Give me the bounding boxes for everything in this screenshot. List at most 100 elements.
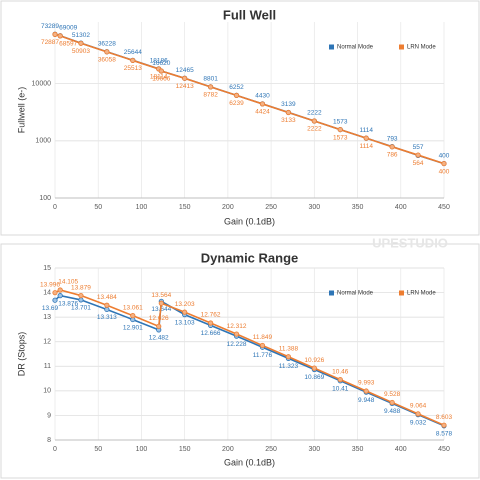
y-tick-label: 8 [47,437,51,444]
data-label: 8782 [203,92,218,99]
data-label: 3139 [281,101,296,108]
data-label: 10.926 [304,357,324,364]
x-tick-label: 150 [179,446,191,453]
data-label: 12.666 [201,330,221,337]
data-label: 1573 [333,118,348,125]
data-point [78,40,84,46]
x-tick-label: 300 [308,204,320,211]
data-label: 1114 [359,127,373,134]
chart-title: Dynamic Range [201,250,299,265]
data-label: 13.996 [40,281,60,288]
x-tick-label: 400 [395,446,407,453]
x-tick-label: 50 [94,446,102,453]
data-point [363,388,369,394]
data-label: 13.203 [175,301,195,308]
data-label: 9.528 [384,391,401,398]
x-tick-label: 0 [53,204,57,211]
data-label: 13.644 [151,306,171,313]
data-point [285,109,291,116]
data-point [57,33,63,39]
y-tick-label: 14 [43,289,51,296]
data-point [158,68,164,74]
data-point [259,101,266,107]
y-tick-label: 12 [43,339,51,346]
data-label: 2222 [307,126,322,133]
x-tick-label: 450 [438,446,450,453]
data-label: 13.103 [175,319,195,326]
x-tick-label: 250 [265,204,277,211]
data-label: 11.388 [279,345,299,352]
data-label: 12.228 [227,341,247,348]
legend-swatch [329,290,334,296]
x-tick-label: 100 [136,446,148,453]
data-label: 4424 [255,109,270,116]
data-label: 18114 [150,74,168,81]
data-label: 51302 [72,32,90,39]
data-label: 13.879 [71,284,91,291]
data-point [233,92,240,98]
series-line [54,294,445,427]
data-point [389,144,395,150]
data-label: 400 [439,168,450,175]
y-tick-label: 10 [43,388,51,395]
data-point [415,411,421,417]
y-tick-label: 13 [43,314,51,321]
data-point [389,399,395,406]
data-point [52,31,58,37]
data-label: 12.626 [149,315,169,322]
data-label: 11.849 [253,334,273,341]
data-point [182,75,188,81]
data-point [130,57,136,64]
data-label: 13.484 [97,294,117,301]
x-tick-label: 400 [395,204,407,211]
data-point [78,292,84,299]
data-point [441,160,447,167]
data-label: 1114 [359,143,373,150]
data-label: 12.482 [149,335,169,342]
x-tick-label: 450 [438,204,450,211]
data-label: 11.776 [253,352,273,359]
data-label: 50903 [72,48,90,55]
x-tick-label: 200 [222,446,234,453]
data-point [311,365,317,371]
data-label: 12.901 [123,324,143,331]
data-label: 8.578 [436,431,453,438]
series-line [54,33,445,165]
data-label: 14.105 [58,279,78,286]
data-point [337,376,343,383]
data-label: 1573 [333,134,348,141]
data-label: 793 [387,135,398,142]
data-label: 557 [413,144,424,151]
data-point [130,313,136,319]
x-axis-label: Gain (0.1dB) [224,216,275,226]
x-tick-label: 250 [265,446,277,453]
data-point [208,320,214,326]
data-label: 18186 [150,58,168,65]
data-label: 13.701 [71,305,91,312]
data-label: 9.032 [410,419,427,426]
watermark: UPESTUDIO [372,235,448,250]
data-label: 12.312 [227,323,247,330]
data-label: 2222 [307,110,322,117]
data-label: 4430 [255,93,270,100]
data-label: 16620 [152,60,170,67]
data-point [104,306,110,313]
data-point [104,49,110,55]
legend-swatch [329,44,334,50]
data-label: 8.603 [436,414,453,421]
data-point [285,354,291,360]
data-label: 12465 [176,67,194,74]
legend-label: Normal Mode [337,45,374,51]
x-tick-label: 0 [53,446,57,453]
data-label: 564 [413,160,424,167]
data-label: 8801 [203,76,218,83]
data-label: 10.869 [304,374,324,381]
data-label: 13.69 [42,305,59,312]
y-tick-label: 9 [47,412,51,419]
series-line [54,289,445,426]
data-label: 73289 [41,23,59,30]
data-point [311,118,317,124]
data-label: 10.41 [332,386,349,393]
y-tick-label: 15 [43,265,51,272]
data-point [441,422,447,428]
